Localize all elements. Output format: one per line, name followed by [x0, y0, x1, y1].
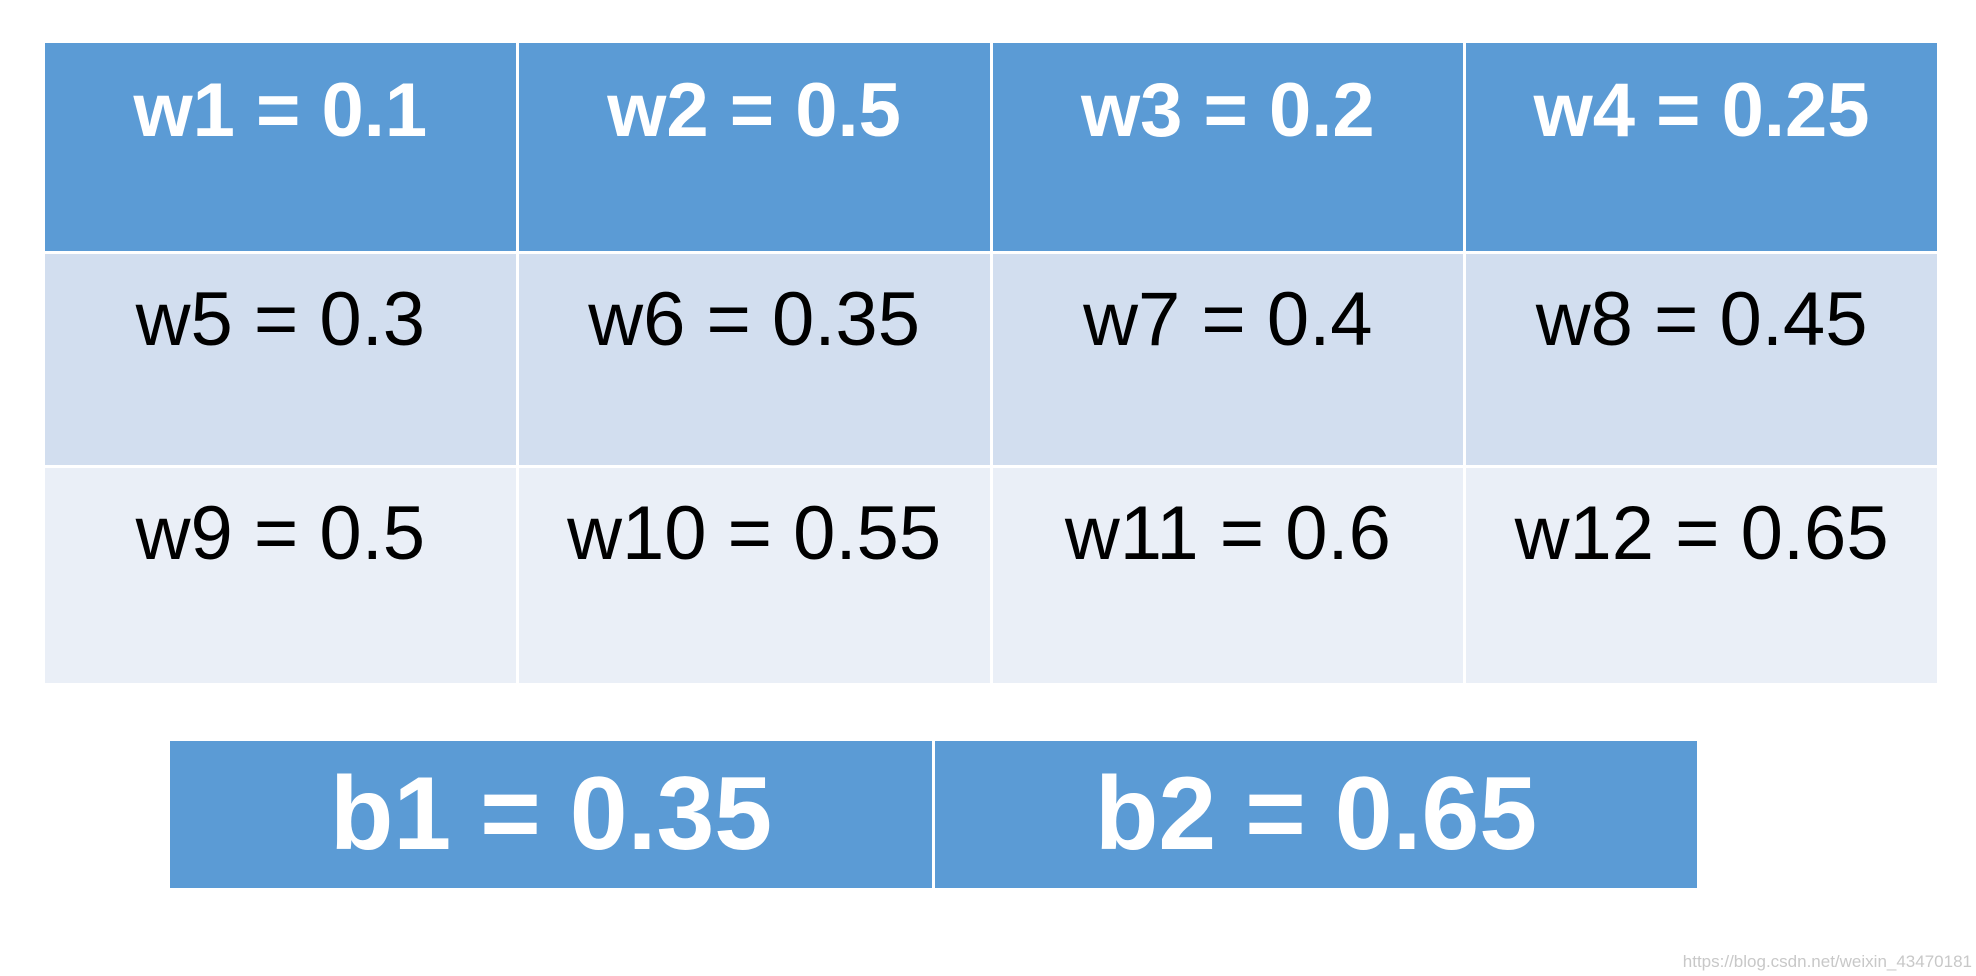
table-cell: w8 = 0.45 [1466, 254, 1937, 465]
weights-table: w1 = 0.1 w2 = 0.5 w3 = 0.2 w4 = 0.25 w5 = 0.… [45, 43, 1937, 683]
bias-cell: b1 = 0.35 [170, 741, 932, 888]
table-cell: w9 = 0.5 [45, 468, 516, 683]
header-cell: w4 = 0.25 [1466, 43, 1937, 251]
table-cell: w11 = 0.6 [992, 468, 1464, 683]
header-cell: w1 = 0.1 [45, 43, 516, 251]
table-cell: w10 = 0.55 [518, 468, 990, 683]
table-cell: w5 = 0.3 [45, 254, 516, 465]
table-cell: w6 = 0.35 [518, 254, 990, 465]
bias-table: b1 = 0.35 b2 = 0.65 [170, 741, 1697, 888]
header-cell: w2 = 0.5 [518, 43, 990, 251]
header-cell: w3 = 0.2 [992, 43, 1464, 251]
bias-cell: b2 = 0.65 [935, 741, 1697, 888]
table-cell: w7 = 0.4 [992, 254, 1464, 465]
table-cell: w12 = 0.65 [1466, 468, 1937, 683]
watermark: https://blog.csdn.net/weixin_43470181 [1682, 952, 1972, 971]
